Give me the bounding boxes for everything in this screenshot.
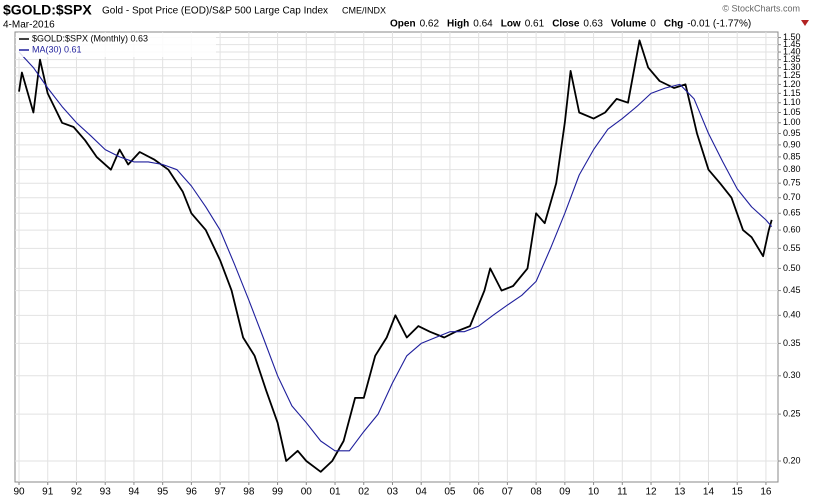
y-tick-label: 1.35 <box>783 54 801 64</box>
y-tick-label: 0.35 <box>783 338 801 348</box>
quote-value: -0.01 (-1.77%) <box>687 19 751 30</box>
quote-value: 0.63 <box>583 19 603 30</box>
quote-value: 0 <box>650 19 656 30</box>
chart-title: $GOLD:$SPX <box>3 2 92 18</box>
y-tick-label: 0.20 <box>783 455 801 465</box>
x-tick-label: 96 <box>186 487 198 498</box>
x-tick-label: 11 <box>617 487 628 498</box>
y-tick-label: 0.90 <box>783 139 801 149</box>
y-tick-label: 1.40 <box>783 46 801 56</box>
x-tick-label: 05 <box>444 487 456 498</box>
down-arrow <box>801 20 809 26</box>
x-tick-label: 15 <box>732 487 744 498</box>
watermark: © StockCharts.com <box>722 3 800 13</box>
x-tick-label: 91 <box>42 487 54 498</box>
chart-subtitle: Gold - Spot Price (EOD)/S&P 500 Large Ca… <box>102 6 328 17</box>
x-tick-label: 13 <box>674 487 686 498</box>
x-tick-label: 00 <box>301 487 313 498</box>
y-tick-label: 1.30 <box>783 62 801 72</box>
y-tick-label: 1.50 <box>783 32 801 42</box>
x-tick-label: 07 <box>502 487 514 498</box>
x-tick-label: 04 <box>416 487 428 498</box>
x-tick-label: 01 <box>329 487 341 498</box>
y-tick-label: 0.65 <box>783 208 801 218</box>
x-tick-label: 99 <box>272 487 284 498</box>
x-tick-label: 12 <box>645 487 657 498</box>
x-tick-label: 14 <box>703 487 715 498</box>
x-tick-label: 06 <box>473 487 485 498</box>
legend-box <box>16 33 216 57</box>
y-tick-label: 0.55 <box>783 243 801 253</box>
quote-value: 0.62 <box>420 19 440 30</box>
series-line <box>18 39 773 473</box>
y-tick-label: 0.85 <box>783 151 801 161</box>
grid <box>15 32 778 482</box>
y-tick-label: 0.30 <box>783 370 801 380</box>
quote-label: Open <box>390 19 416 30</box>
y-tick-label: 1.25 <box>783 70 801 80</box>
y-tick-label: 0.95 <box>783 128 801 138</box>
x-tick-label: 90 <box>13 487 25 498</box>
x-tick-label: 09 <box>559 487 571 498</box>
quote-label: Low <box>501 19 521 30</box>
plot-frame <box>14 31 779 483</box>
x-tick-label: 94 <box>128 487 140 498</box>
x-tick-label: 93 <box>100 487 112 498</box>
quote-value: 0.61 <box>525 19 545 30</box>
x-tick-label: 97 <box>215 487 227 498</box>
y-tick-label: 0.80 <box>783 164 801 174</box>
y-tick-label: 0.75 <box>783 178 801 188</box>
y-tick-label: 0.60 <box>783 224 801 234</box>
y-tick-label: 0.70 <box>783 192 801 202</box>
quote-label: Chg <box>664 19 683 30</box>
series-line <box>18 51 773 452</box>
y-tick-label: 0.50 <box>783 263 801 273</box>
y-tick-label: 1.10 <box>783 97 801 107</box>
y-tick-label: 0.25 <box>783 408 801 418</box>
quote-label: Close <box>552 19 580 30</box>
x-tick-label: 10 <box>588 487 600 498</box>
y-tick-label: 1.20 <box>783 79 801 89</box>
y-tick-label: 0.45 <box>783 285 801 295</box>
y-tick-label: 0.40 <box>783 310 801 320</box>
x-tick-label: 98 <box>243 487 255 498</box>
x-tick-label: 16 <box>760 487 772 498</box>
quote-label: Volume <box>611 19 647 30</box>
quote-value: 0.64 <box>473 19 493 30</box>
legend-label: $GOLD:$SPX (Monthly) 0.63 <box>32 33 148 43</box>
y-tick-label: 1.15 <box>783 88 801 98</box>
x-tick-label: 02 <box>358 487 370 498</box>
x-tick-label: 92 <box>71 487 83 498</box>
legend-label: MA(30) 0.61 <box>32 44 82 54</box>
date: 4-Mar-2016 <box>3 20 55 31</box>
exchange: CME/INDX <box>342 5 386 15</box>
x-tick-label: 03 <box>387 487 399 498</box>
y-tick-label: 1.05 <box>783 107 801 117</box>
quote-label: High <box>447 19 469 30</box>
y-tick-label: 1.45 <box>783 39 801 49</box>
x-tick-label: 08 <box>531 487 543 498</box>
y-tick-label: 1.00 <box>783 117 801 127</box>
x-tick-label: 95 <box>157 487 169 498</box>
